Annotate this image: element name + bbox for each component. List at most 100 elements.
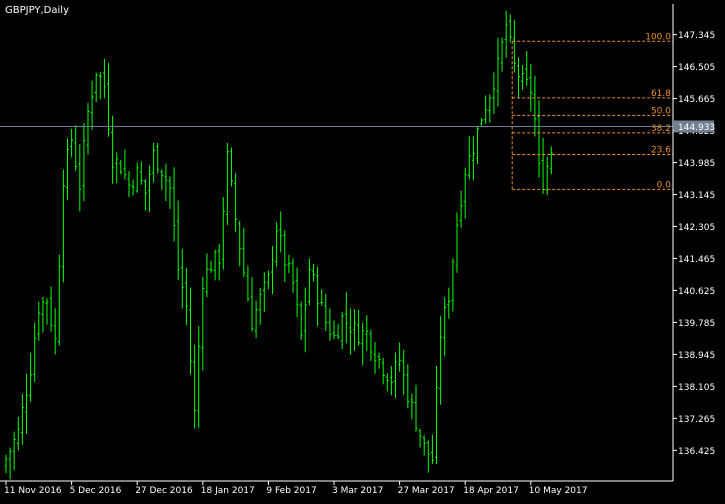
ohlc-bar [94, 73, 98, 103]
ohlc-bar [357, 309, 361, 346]
ohlc-bar [164, 163, 168, 202]
x-tick-label: 18 Jan 2017 [201, 486, 255, 496]
fibonacci-retracement[interactable]: 100.0 61.8 50.0 38.2 23.6 0.0 [511, 32, 673, 190]
ohlc-bar [525, 51, 529, 86]
ohlc-bar [57, 254, 61, 346]
ohlc-bar [217, 243, 221, 281]
ohlc-bar [230, 147, 233, 187]
x-tick-label: 5 Dec 2016 [70, 486, 122, 496]
ohlc-bar [336, 324, 340, 340]
ohlc-bar [381, 357, 385, 385]
ohlc-bar [353, 309, 356, 351]
ohlc-bar [480, 118, 484, 127]
ohlc-bar [500, 37, 504, 72]
ohlc-bar [373, 342, 377, 374]
ohlc-bar [70, 128, 74, 158]
fibo-level-label: 100.0 [645, 32, 671, 42]
ohlc-bar [143, 179, 147, 211]
ohlc-bar [344, 292, 348, 344]
ohlc-bar [492, 72, 496, 114]
ohlc-bar [205, 253, 209, 298]
ohlc-bar [242, 227, 246, 278]
ohlc-bar [254, 300, 258, 338]
ohlc-bar [291, 258, 295, 293]
ohlc-bar [271, 246, 274, 295]
ohlc-bar [303, 287, 307, 353]
ohlc-bar [119, 159, 123, 175]
ohlc-bar [193, 344, 197, 429]
ohlc-bar [496, 37, 500, 107]
y-tick-label: 147.345 [678, 31, 715, 41]
ohlc-bar [279, 211, 283, 253]
fibo-level-label: 61.8 [651, 89, 671, 99]
ohlc-bar [78, 144, 82, 212]
ohlc-bar [53, 308, 57, 355]
ohlc-bar [320, 289, 324, 306]
ohlc-bar [394, 352, 397, 399]
ohlc-bar [455, 212, 459, 273]
ohlc-bar [406, 364, 410, 409]
ohlc-bar [348, 308, 352, 355]
ohlc-bar [197, 326, 201, 428]
y-tick-label: 136.425 [678, 447, 715, 457]
ohlc-bar [111, 115, 115, 184]
ohlc-bar [451, 258, 455, 312]
ohlc-bar [275, 222, 279, 267]
ohlc-bar [439, 316, 443, 405]
ohlc-bar [435, 365, 438, 465]
ohlc-bar [398, 342, 402, 372]
ohlc-bar [123, 149, 127, 180]
ohlc-bar [504, 10, 508, 58]
ohlc-bar [476, 126, 479, 165]
ohlc-bar [484, 95, 488, 124]
chart-title: GBPJPY,Daily [5, 5, 69, 16]
y-tick-label: 146.505 [678, 63, 715, 73]
x-tick-label: 11 Nov 2016 [4, 486, 62, 496]
y-tick-label: 143.145 [678, 191, 715, 201]
ohlc-bar [209, 260, 213, 273]
ohlc-bar [459, 190, 463, 228]
ohlc-bar [250, 277, 254, 332]
ohlc-bar [361, 322, 365, 366]
ohlc-bar [488, 94, 492, 123]
ohlc-bar [4, 454, 8, 473]
ohlc-bar [131, 179, 135, 196]
ohlc-bar [20, 393, 24, 445]
ohlc-bar [156, 142, 160, 174]
ohlc-bar [262, 272, 266, 313]
ohlc-bar [402, 349, 406, 395]
current-price-box [674, 120, 714, 133]
ohlc-bar [221, 196, 225, 270]
ohlc-bar [12, 431, 16, 471]
ohlc-bar [549, 146, 553, 175]
ohlc-bar [180, 249, 184, 309]
ohlc-bar [385, 373, 389, 392]
ohlc-bar [49, 286, 53, 332]
ohlc-bar [340, 312, 344, 350]
ohlc-bar [529, 64, 533, 112]
price-bars [4, 10, 553, 480]
x-tick-label: 10 May 2017 [529, 486, 588, 496]
ohlc-bar [324, 293, 328, 331]
ohlc-bar [508, 14, 512, 43]
ohlc-bar [115, 152, 119, 184]
y-tick-label: 141.465 [678, 255, 715, 265]
ohlc-bar [139, 161, 143, 185]
ohlc-bar [168, 176, 172, 209]
ohlc-bar [176, 200, 180, 280]
x-tick-label: 3 Mar 2017 [332, 486, 383, 496]
ohlc-bar [410, 393, 414, 420]
fibo-level-label: 50.0 [651, 106, 671, 116]
ohlc-bar [102, 58, 106, 99]
ohlc-bar [98, 71, 102, 100]
ohlc-bar [521, 64, 525, 90]
ohlc-bar [127, 171, 131, 198]
fibo-level-label: 0.0 [657, 180, 672, 190]
ohlc-bar [369, 329, 373, 361]
ohlc-bar [418, 428, 422, 448]
ohlc-bar [90, 80, 94, 130]
ohlc-bar [238, 220, 242, 267]
ohlc-bar [299, 301, 303, 340]
x-tick-label: 18 Apr 2017 [463, 486, 519, 496]
